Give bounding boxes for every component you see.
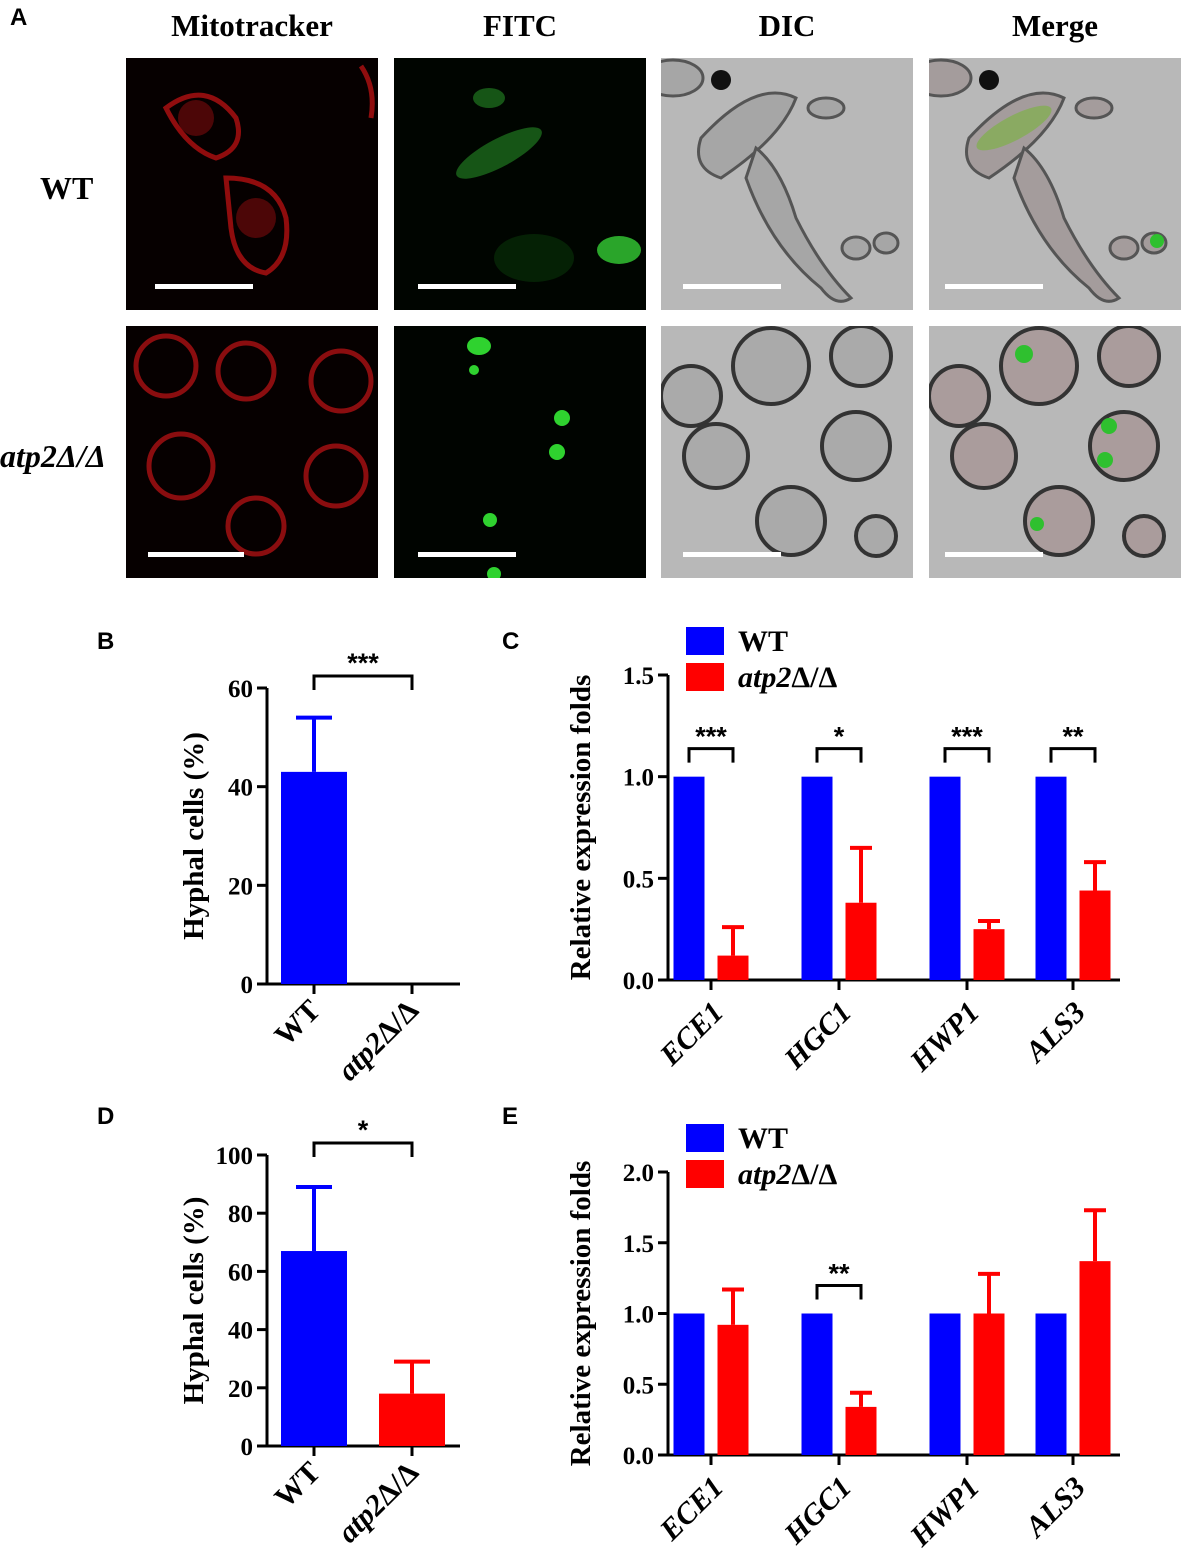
panel-c-significance-bracket	[687, 747, 735, 763]
row-label-atp2: atp2Δ/Δ	[0, 438, 106, 474]
panel-e-legend-label-wt: WT	[738, 1122, 788, 1155]
panel-e-y-tick-label: 1.0	[623, 1302, 654, 1329]
panel-b-significance-bracket	[312, 674, 414, 690]
panel-letter-d: D	[97, 1103, 115, 1130]
panel-d-bar	[379, 1393, 445, 1446]
panel-c-legend-label-atp2: atp2Δ/Δ	[738, 661, 837, 694]
panel-e-bar-atp2	[845, 1406, 877, 1455]
panel-c-x-tick-label: ECE1	[653, 996, 730, 1073]
panel-e-bar-atp2	[1079, 1261, 1111, 1455]
panel-c-bar-atp2	[973, 929, 1005, 980]
panel-c-significance-bracket	[943, 747, 991, 763]
panel-d-y-tick-label: 0	[241, 1434, 254, 1461]
column-header-dic: DIC	[758, 8, 816, 43]
micrograph-atp2-merge	[929, 326, 1181, 588]
panel-e-legend-label-atp2: atp2Δ/Δ	[738, 1158, 837, 1191]
micrograph-wt-mitotracker	[126, 58, 378, 320]
panel-e-x-tick-label: HWP1	[903, 1471, 986, 1554]
panel-e-y-axis-title: Relative expression folds	[565, 1161, 597, 1467]
panel-e-x-tick-label: HGC1	[777, 1471, 858, 1552]
panel-c-y-tick-label: 0.0	[623, 968, 654, 995]
panel-d-y-tick-label: 60	[228, 1259, 253, 1286]
panel-c-bar-atp2	[845, 902, 877, 980]
panel-e-x-tick-label: ECE1	[653, 1471, 730, 1548]
panel-e-bar-wt	[929, 1313, 961, 1455]
row-label-wt: WT	[40, 170, 94, 206]
panel-e-y-tick-label: 1.5	[623, 1231, 654, 1258]
panel-d-y-tick-label: 100	[216, 1143, 254, 1170]
micrograph-atp2-fitc	[394, 326, 646, 588]
panel-d-x-tick-label: atp2Δ/Δ	[331, 1455, 425, 1549]
panel-b-y-tick-label: 40	[228, 775, 253, 802]
panel-c-bar-wt	[673, 776, 705, 980]
panel-c-y-tick-label: 0.5	[623, 866, 654, 893]
micrograph-wt-merge	[929, 58, 1181, 320]
panel-c-legend-swatch-wt	[686, 627, 724, 655]
panel-e-y-tick-label: 0.0	[623, 1443, 654, 1470]
panel-e-significance-label: **	[828, 1259, 850, 1289]
panel-c-significance-bracket	[815, 747, 863, 763]
panel-e-significance-bracket	[815, 1284, 863, 1300]
panel-c-significance-label: ***	[695, 722, 727, 752]
panel-b-bar	[281, 771, 347, 984]
panel-c-significance-label: **	[1062, 722, 1084, 752]
panel-c-bar-wt	[929, 776, 961, 980]
panel-e-y-tick-label: 0.5	[623, 1372, 654, 1399]
panel-d-y-axis-title: Hyphal cells (%)	[178, 1197, 210, 1405]
panel-d-x-tick-label: WT	[268, 1456, 327, 1515]
panel-c-bar-wt	[1035, 776, 1067, 980]
micrograph-wt-fitc	[394, 58, 646, 320]
panel-c-bar-wt	[801, 776, 833, 980]
column-header-mitotracker: Mitotracker	[171, 8, 333, 43]
panel-c-x-tick-label: ALS3	[1018, 996, 1092, 1070]
panel-e-x-tick-label: ALS3	[1018, 1471, 1092, 1545]
panel-letter-a: A	[10, 4, 28, 31]
panel-b-x-tick-label: atp2Δ/Δ	[331, 993, 425, 1087]
panel-b-y-tick-label: 20	[228, 873, 253, 900]
panel-e-y-tick-label: 2.0	[623, 1160, 654, 1187]
panel-c-bar-atp2	[717, 955, 749, 980]
panel-c-significance-label: *	[834, 722, 845, 752]
panel-d-significance-label: *	[358, 1115, 369, 1145]
panel-e-bar-atp2	[973, 1313, 1005, 1455]
panel-e-bar-wt	[801, 1313, 833, 1455]
panel-c-significance-label: ***	[951, 722, 983, 752]
panel-c-x-tick-label: HWP1	[903, 996, 986, 1079]
panel-c-y-tick-label: 1.0	[623, 765, 654, 792]
panel-d-y-tick-label: 80	[228, 1201, 253, 1228]
panel-b-significance-label: ***	[347, 648, 379, 678]
panel-e-bar-wt	[673, 1313, 705, 1455]
panel-d-y-tick-label: 20	[228, 1376, 253, 1403]
panel-letter-b: B	[97, 628, 115, 655]
panel-b-y-axis-title: Hyphal cells (%)	[178, 732, 210, 940]
panel-d-y-tick-label: 40	[228, 1318, 253, 1345]
panel-b-y-tick-label: 0	[241, 972, 254, 999]
micrograph-wt-dic	[661, 58, 913, 320]
micrograph-atp2-dic	[661, 326, 913, 588]
panel-d-bar	[281, 1251, 347, 1446]
panel-c-y-axis-title: Relative expression folds	[565, 675, 597, 981]
column-header-fitc: FITC	[482, 8, 558, 43]
panel-b-x-tick-label: WT	[268, 994, 327, 1053]
panel-d-significance-bracket	[312, 1141, 414, 1157]
panel-e-bar-atp2	[717, 1324, 749, 1455]
panel-c-y-tick-label: 1.5	[623, 663, 654, 690]
panel-c-legend-label-wt: WT	[738, 625, 788, 658]
panel-letter-c: C	[502, 628, 520, 655]
panel-e-legend-swatch-wt	[686, 1124, 724, 1152]
panel-b-y-tick-label: 60	[228, 676, 253, 703]
panel-c-x-tick-label: HGC1	[777, 996, 858, 1077]
micrograph-atp2-mitotracker	[126, 326, 378, 588]
panel-e-bar-wt	[1035, 1313, 1067, 1455]
panel-letter-e: E	[502, 1103, 519, 1130]
column-header-merge: Merge	[1011, 8, 1099, 43]
panel-c-legend-swatch-atp2	[686, 663, 724, 691]
panel-e-legend-swatch-atp2	[686, 1160, 724, 1188]
panel-c-significance-bracket	[1049, 747, 1097, 763]
panel-c-bar-atp2	[1079, 890, 1111, 980]
